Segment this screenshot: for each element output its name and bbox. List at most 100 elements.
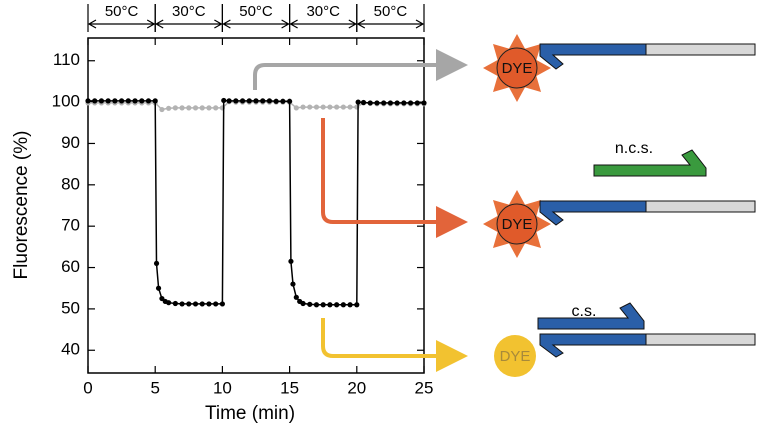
period-label: 30°C bbox=[306, 3, 340, 20]
y-axis-label: Fluorescence (%) bbox=[11, 131, 32, 280]
data-point bbox=[355, 99, 361, 105]
data-point bbox=[172, 300, 178, 307]
dye-label: DYE bbox=[502, 216, 533, 233]
dye bbox=[494, 335, 536, 377]
data-point bbox=[327, 104, 333, 110]
data-point bbox=[192, 301, 199, 307]
data-point bbox=[340, 104, 346, 110]
data-point bbox=[421, 100, 427, 106]
data-point bbox=[119, 98, 125, 104]
data-point bbox=[334, 302, 340, 308]
data-point bbox=[401, 100, 407, 106]
data-point bbox=[260, 98, 266, 104]
ncs-strand: n.c.s. bbox=[593, 140, 707, 177]
data-point bbox=[288, 258, 294, 264]
data-point bbox=[287, 98, 293, 104]
y-tick-label: 60 bbox=[61, 257, 80, 276]
data-point bbox=[300, 300, 306, 307]
data-point bbox=[105, 98, 111, 104]
data-point bbox=[153, 260, 160, 267]
x-axis-label: Time (min) bbox=[205, 403, 295, 424]
arrow bbox=[321, 318, 468, 372]
probe-bright: DYE bbox=[483, 34, 756, 102]
data-point bbox=[340, 302, 346, 308]
data-point bbox=[159, 106, 165, 113]
data-point bbox=[253, 98, 259, 104]
data-point bbox=[213, 105, 219, 111]
data-point bbox=[394, 100, 400, 106]
data-point bbox=[307, 104, 313, 110]
y-tick-label: 50 bbox=[61, 298, 80, 317]
series-line bbox=[88, 99, 424, 306]
y-tick-label: 110 bbox=[53, 50, 80, 69]
data-point bbox=[213, 301, 219, 307]
data-point bbox=[387, 100, 393, 106]
period-label: 50°C bbox=[239, 3, 273, 20]
data-point bbox=[354, 302, 360, 308]
dye bbox=[496, 47, 538, 89]
data-point bbox=[179, 301, 185, 307]
data-point bbox=[307, 301, 313, 307]
plot: 0 5 10 15 20 25 40 50 60 70 80 90 100 110 50°C 30°C 50°C… bbox=[52, 3, 434, 398]
period-arrow bbox=[222, 19, 290, 29]
data-point bbox=[347, 302, 353, 308]
cs-label: c.s. bbox=[572, 303, 597, 320]
period-arrow bbox=[289, 19, 358, 29]
data-point bbox=[186, 105, 192, 111]
data-point bbox=[300, 104, 306, 110]
data-point bbox=[334, 104, 340, 110]
data-point bbox=[313, 104, 320, 110]
data-point bbox=[179, 105, 185, 111]
ncs-label: n.c.s. bbox=[615, 140, 653, 157]
y-tick-label: 90 bbox=[61, 133, 80, 152]
y-tick-label: 100 bbox=[52, 92, 80, 111]
data-point bbox=[152, 98, 158, 104]
period-label: 50°C bbox=[374, 3, 408, 20]
data-point bbox=[414, 100, 420, 106]
data-point bbox=[320, 302, 326, 308]
data-point bbox=[206, 105, 212, 111]
data-point bbox=[166, 300, 172, 306]
data-point bbox=[233, 98, 239, 104]
data-point bbox=[98, 98, 105, 104]
data-point bbox=[172, 105, 178, 111]
y-tick-label: 40 bbox=[61, 340, 80, 359]
data-point bbox=[374, 100, 380, 106]
data-point bbox=[273, 98, 279, 104]
data-point bbox=[219, 301, 225, 307]
x-tick-label: 5 bbox=[150, 378, 159, 397]
period-arrow bbox=[87, 19, 156, 29]
arrow bbox=[321, 118, 468, 238]
data-point bbox=[112, 98, 118, 104]
data-point bbox=[139, 98, 145, 104]
data-point bbox=[159, 295, 165, 302]
period-arrow bbox=[154, 19, 223, 29]
data-point bbox=[360, 99, 367, 106]
data-point bbox=[199, 301, 205, 307]
data-point bbox=[221, 97, 227, 104]
plot-frame bbox=[87, 37, 425, 374]
data-point bbox=[166, 105, 172, 111]
data-point bbox=[145, 98, 152, 104]
data-point bbox=[186, 301, 192, 307]
data-point bbox=[290, 281, 296, 287]
data-point bbox=[280, 98, 286, 104]
x-tick-label: 20 bbox=[347, 378, 366, 397]
data-point bbox=[266, 98, 273, 104]
data-point bbox=[199, 105, 205, 111]
data-point bbox=[92, 98, 98, 104]
data-point bbox=[246, 98, 252, 104]
dye-label: DYE bbox=[500, 348, 531, 365]
data-point bbox=[367, 100, 373, 106]
dye-label: DYE bbox=[502, 60, 533, 77]
x-tick-label: 0 bbox=[83, 378, 92, 397]
data-point bbox=[85, 98, 91, 104]
x-tick-label: 15 bbox=[280, 378, 299, 397]
period-label: 30°C bbox=[172, 3, 206, 20]
period-label: 50°C bbox=[105, 3, 139, 20]
data-point bbox=[347, 104, 353, 110]
data-point bbox=[327, 302, 333, 308]
data-point bbox=[293, 294, 299, 300]
arrow bbox=[253, 49, 468, 90]
